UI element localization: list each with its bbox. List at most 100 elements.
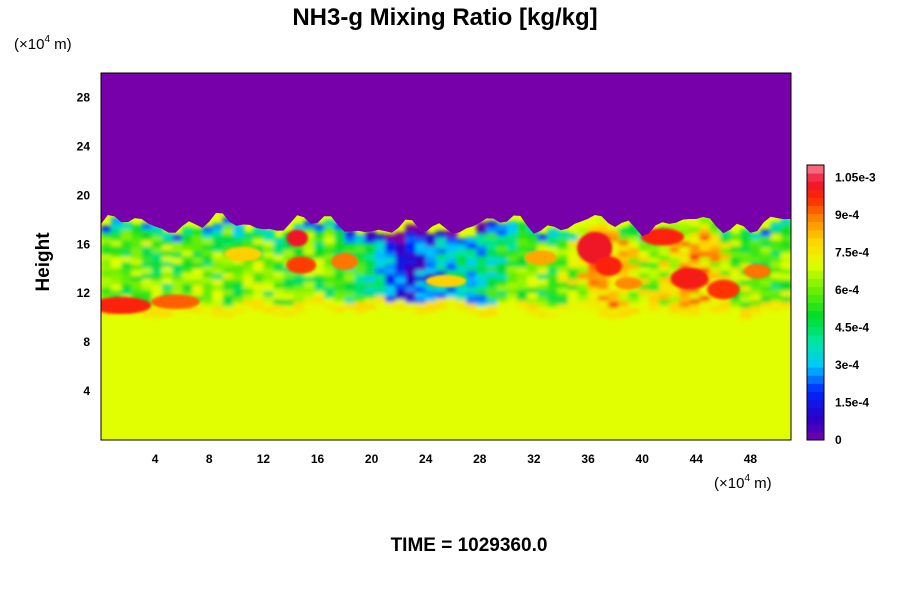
heatmap-cell: [618, 255, 630, 262]
heatmap-cell: [385, 273, 397, 280]
heatmap-cell: [425, 255, 437, 263]
heatmap-cell: [679, 240, 691, 247]
heatmap-cell: [172, 251, 184, 259]
heatmap-cell: [628, 246, 640, 254]
heatmap-cell: [131, 236, 143, 243]
heatmap-cell: [273, 243, 285, 250]
colorbar-swatch: [807, 173, 824, 182]
heatmap-cell: [608, 273, 620, 281]
heatmap-cell: [446, 301, 458, 309]
heatmap-cell: [334, 272, 346, 280]
heatmap-cell: [496, 234, 508, 242]
heatmap-cell: [669, 245, 681, 253]
heatmap-cell: [243, 265, 255, 273]
colorbar-swatch: [807, 270, 824, 279]
colorbar-swatch: [807, 302, 824, 312]
heatmap-cell: [628, 229, 640, 237]
heatmap-cell: [537, 272, 549, 280]
heatmap-cell: [486, 303, 498, 311]
heatmap-cell: [527, 242, 539, 249]
heatmap-cell: [456, 282, 468, 289]
heatmap-cell: [720, 252, 732, 260]
heatmap-cell: [172, 256, 184, 264]
heatmap-cell: [222, 255, 235, 263]
heatmap-cell: [192, 228, 204, 236]
heatmap-cell: [456, 304, 468, 311]
heatmap-cell: [192, 267, 204, 275]
heatmap-cell: [730, 294, 742, 302]
heatmap-cell: [425, 305, 437, 313]
heatmap-cell: [314, 301, 326, 308]
heatmap-cell: [618, 238, 630, 246]
heatmap-cell: [314, 268, 326, 275]
heatmap-cell: [192, 272, 204, 280]
heatmap-cell: [161, 260, 174, 268]
heatmap-cell: [750, 310, 762, 317]
heatmap-cell: [303, 247, 316, 255]
heatmap-cell: [750, 260, 762, 268]
heatmap-cell: [375, 261, 387, 269]
heatmap-cell: [273, 287, 285, 294]
heatmap-cell: [760, 229, 772, 237]
heatmap-cell: [375, 245, 387, 252]
heatmap-cell: [669, 289, 681, 297]
heatmap-cell: [283, 293, 295, 300]
high-value-patch: [707, 279, 740, 300]
heatmap-cell: [375, 294, 387, 302]
y-unit-label: (×104 m): [14, 34, 72, 53]
heatmap-cell: [141, 233, 153, 241]
colorbar-tick-label: 7.5e-4: [835, 246, 869, 260]
heatmap-cell: [567, 267, 580, 274]
heatmap-cell: [557, 286, 569, 294]
heatmap-cell: [314, 284, 326, 292]
y-tick-label: 24: [77, 139, 91, 153]
heatmap-cell: [263, 306, 275, 313]
heatmap-cell: [283, 243, 295, 251]
heatmap-cell: [476, 266, 488, 273]
heatmap-cell: [496, 306, 508, 313]
heatmap-cell: [608, 301, 620, 308]
heatmap-cell: [456, 293, 468, 300]
heatmap-cell: [456, 243, 468, 251]
heatmap-cell: [263, 267, 275, 275]
heatmap-cell: [760, 279, 772, 286]
colorbar-swatch: [807, 294, 824, 303]
heatmap-cell: [679, 234, 691, 242]
heatmap-cell: [638, 304, 651, 312]
heatmap-cell: [709, 228, 722, 235]
heatmap-cell: [344, 241, 356, 249]
heatmap-cell: [588, 307, 600, 314]
heatmap-cell: [466, 236, 478, 244]
heatmap-cell: [750, 255, 762, 262]
heatmap-cell: [557, 275, 569, 283]
heatmap-cell: [709, 272, 722, 279]
heatmap-cell: [202, 248, 214, 256]
heatmap-cell: [466, 242, 478, 249]
heatmap-cell: [517, 255, 529, 262]
heatmap-cell: [720, 263, 732, 271]
heatmap-cell: [547, 278, 559, 286]
heatmap-cell: [395, 254, 407, 261]
heatmap-cell: [446, 246, 458, 254]
heatmap-cell: [669, 251, 681, 258]
heatmap-cell: [709, 244, 722, 252]
heatmap-cell: [415, 258, 427, 265]
heatmap-cell: [496, 256, 508, 264]
heatmap-cell: [435, 297, 448, 304]
heatmap-cell: [222, 288, 235, 296]
heatmap-cell: [293, 295, 306, 303]
heatmap-cell: [314, 257, 326, 264]
heatmap-cell: [344, 269, 356, 276]
heatmap-cell: [182, 282, 194, 290]
heatmap-cell: [780, 273, 791, 280]
heatmap-cell: [537, 289, 549, 296]
plot-frame: [100, 72, 792, 441]
heatmap-cell: [466, 264, 478, 271]
heatmap-cell: [628, 290, 640, 298]
heatmap-cell: [172, 284, 184, 292]
heatmap-cell: [567, 305, 580, 313]
heatmap-cell: [517, 271, 529, 279]
colorbar-swatch: [807, 197, 824, 206]
heatmap-cell: [659, 281, 671, 289]
